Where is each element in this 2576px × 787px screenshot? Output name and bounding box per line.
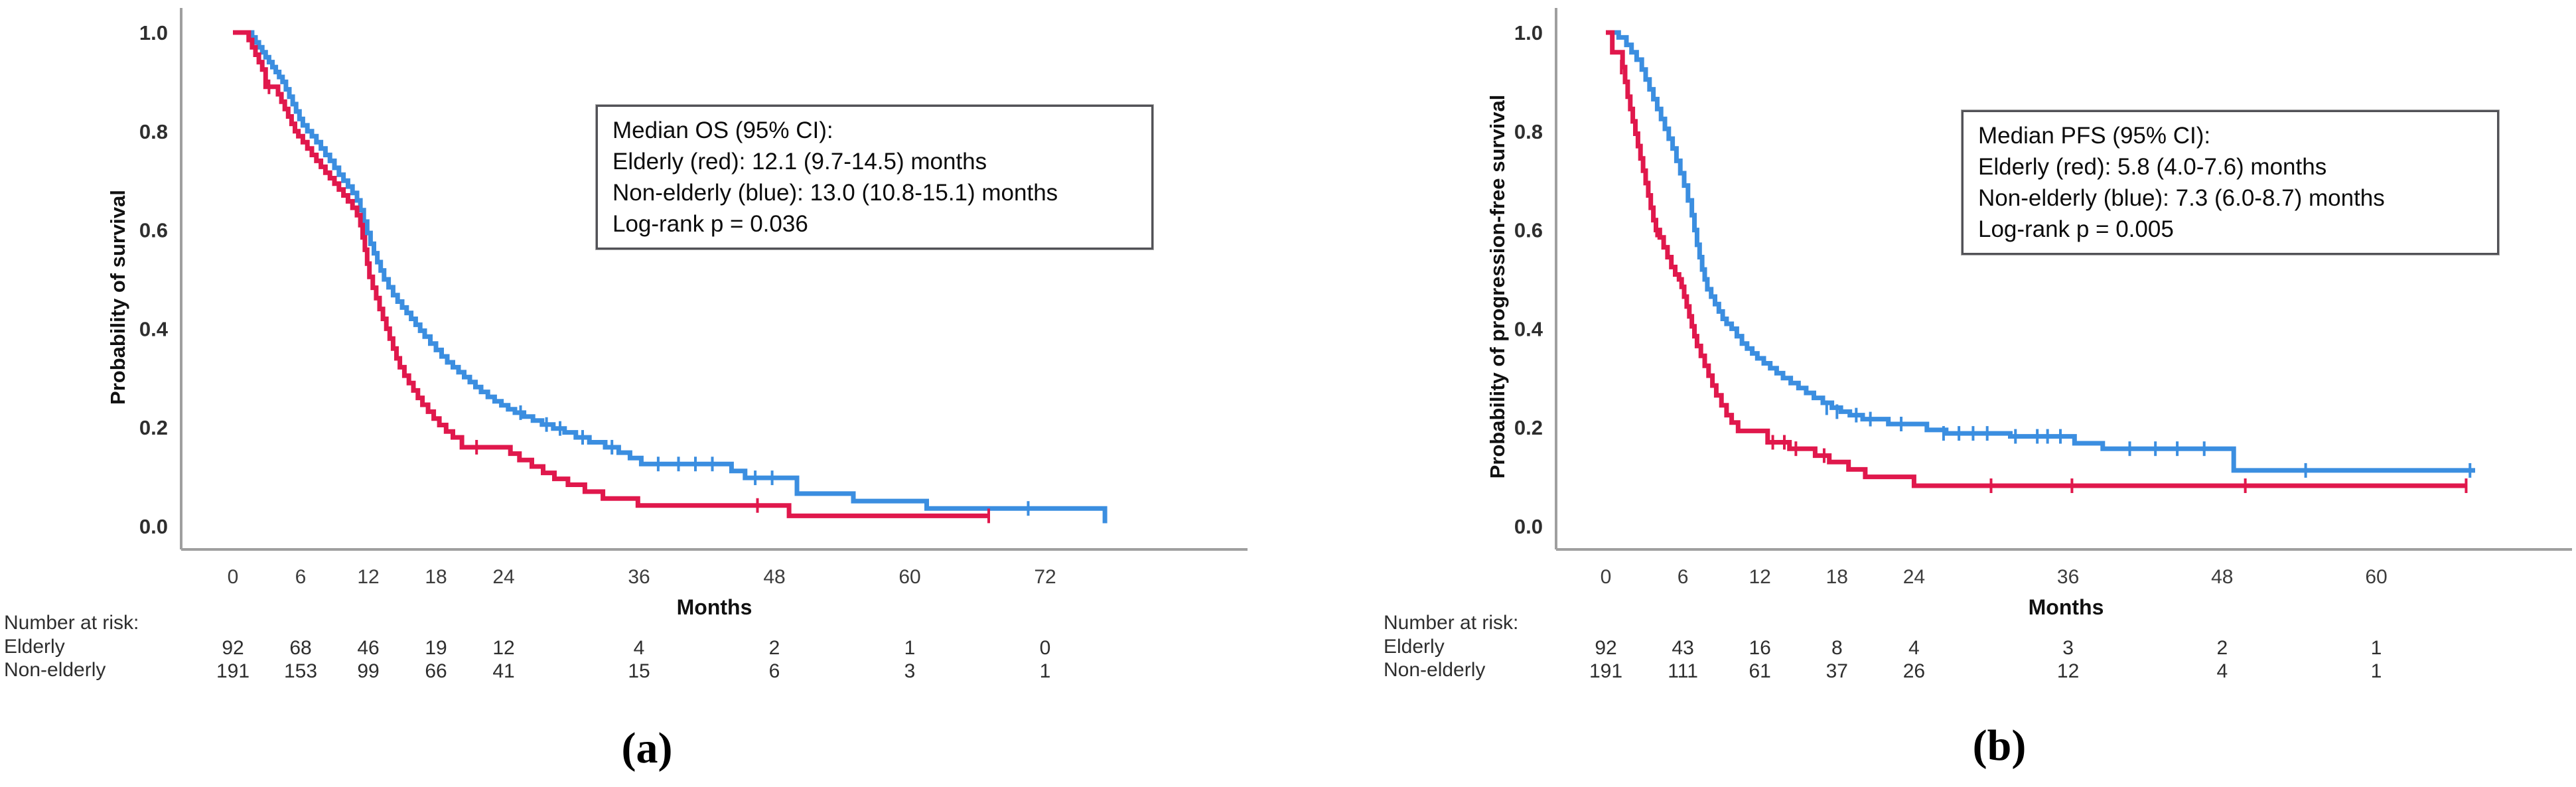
annotation-box-pfs: Median PFS (95% CI): Elderly (red): 5.8 … xyxy=(1961,109,2500,255)
panel-label-b: (b) xyxy=(1972,721,2027,770)
annotation-box-os: Median OS (95% CI): Elderly (red): 12.1 … xyxy=(595,104,1154,250)
number-at-risk-value: 41 xyxy=(492,660,514,682)
x-tick-label: 24 xyxy=(1903,566,1925,588)
number-at-risk-value: 2 xyxy=(2216,637,2228,659)
number-at-risk-value: 46 xyxy=(357,637,379,659)
x-tick-label: 48 xyxy=(2211,566,2233,588)
y-tick-label: 0.4 xyxy=(1514,317,1543,340)
number-at-risk-value: 12 xyxy=(492,637,514,659)
number-at-risk-value: 1 xyxy=(1040,660,1051,682)
x-tick-label: 72 xyxy=(1034,566,1056,588)
x-tick-label: 6 xyxy=(1678,566,1689,588)
annotation-line: Elderly (red): 5.8 (4.0-7.6) months xyxy=(1978,154,2327,180)
number-at-risk-value: 19 xyxy=(425,637,447,659)
x-tick-label: 12 xyxy=(357,566,379,588)
number-at-risk-value: 1 xyxy=(2371,637,2382,659)
y-tick-label: 0.8 xyxy=(139,120,168,143)
number-at-risk-value: 111 xyxy=(1668,660,1698,682)
y-tick-label: 0.0 xyxy=(1514,515,1543,538)
x-tick-label: 36 xyxy=(2057,566,2079,588)
km-curve-non-elderly xyxy=(1606,30,2475,473)
x-tick-label: 24 xyxy=(492,566,514,588)
km-curve-elderly xyxy=(233,30,989,518)
number-at-risk-value: 15 xyxy=(628,660,650,682)
number-at-risk-value: 66 xyxy=(425,660,447,682)
annotation-line: Elderly (red): 12.1 (9.7-14.5) months xyxy=(612,149,987,175)
y-axis-title-os: Probability of survival xyxy=(106,190,129,405)
number-at-risk-value: 191 xyxy=(1589,660,1622,682)
panel-label-a: (a) xyxy=(621,724,673,772)
y-tick-label: 0.0 xyxy=(139,515,168,538)
number-at-risk-value: 92 xyxy=(1595,637,1616,659)
y-tick-label: 0.2 xyxy=(1514,416,1543,439)
y-tick-label: 0.6 xyxy=(139,219,168,242)
number-at-risk-value: 12 xyxy=(2057,660,2079,682)
number-at-risk-value: 2 xyxy=(769,637,780,659)
risk-row-label-elderly-b: Elderly xyxy=(1384,636,1445,658)
x-tick-label: 60 xyxy=(2365,566,2387,588)
annotation-line: Log-rank p = 0.005 xyxy=(1978,216,2174,242)
x-tick-label: 36 xyxy=(628,566,650,588)
km-curve-elderly xyxy=(1606,30,2467,488)
risk-row-label-non-elderly-a: Non-elderly xyxy=(4,659,106,681)
y-tick-label: 0.6 xyxy=(1514,219,1543,242)
x-tick-label: 0 xyxy=(228,566,239,588)
number-at-risk-value: 1 xyxy=(2371,660,2382,682)
number-at-risk-value: 8 xyxy=(1831,637,1843,659)
annotation-line: Non-elderly (blue): 13.0 (10.8-15.1) mon… xyxy=(612,180,1058,206)
number-at-risk-value: 3 xyxy=(2062,637,2074,659)
y-tick-label: 1.0 xyxy=(1514,21,1543,44)
number-at-risk-value: 43 xyxy=(1672,637,1693,659)
number-at-risk-value: 68 xyxy=(289,637,311,659)
annotation-line: Median PFS (95% CI): xyxy=(1978,123,2211,149)
number-at-risk-value: 61 xyxy=(1749,660,1771,682)
annotation-line: Non-elderly (blue): 7.3 (6.0-8.7) months xyxy=(1978,185,2385,211)
y-tick-label: 0.2 xyxy=(139,416,168,439)
risk-row-label-elderly-a: Elderly xyxy=(4,636,65,658)
risk-row-label-non-elderly-b: Non-elderly xyxy=(1384,659,1486,681)
y-axis-title-pfs: Probability of progression-free survival xyxy=(1486,94,1509,479)
x-tick-label: 0 xyxy=(1601,566,1612,588)
number-at-risk-value: 6 xyxy=(769,660,780,682)
number-at-risk-value: 4 xyxy=(2216,660,2228,682)
number-at-risk-value: 99 xyxy=(357,660,379,682)
number-at-risk-value: 0 xyxy=(1040,637,1051,659)
x-tick-label: 48 xyxy=(763,566,785,588)
number-at-risk-value: 3 xyxy=(904,660,916,682)
number-at-risk-value: 191 xyxy=(216,660,250,682)
x-axis-title-months-b: Months xyxy=(2028,595,2104,619)
number-at-risk-label-b: Number at risk: xyxy=(1384,612,1519,634)
km-curve-non-elderly xyxy=(233,30,1108,524)
number-at-risk-value: 4 xyxy=(1908,637,1920,659)
number-at-risk-value: 4 xyxy=(634,637,645,659)
number-at-risk-value: 153 xyxy=(284,660,317,682)
number-at-risk-label-a: Number at risk: xyxy=(4,612,139,634)
y-tick-label: 1.0 xyxy=(139,21,168,44)
annotation-line: Median OS (95% CI): xyxy=(612,117,833,143)
x-tick-label: 6 xyxy=(295,566,307,588)
x-axis-title-months-a: Months xyxy=(676,595,752,619)
x-tick-label: 18 xyxy=(425,566,447,588)
annotation-line: Log-rank p = 0.036 xyxy=(612,211,808,237)
number-at-risk-value: 26 xyxy=(1903,660,1925,682)
number-at-risk-value: 16 xyxy=(1749,637,1771,659)
x-tick-label: 18 xyxy=(1826,566,1848,588)
number-at-risk-value: 1 xyxy=(904,637,916,659)
number-at-risk-value: 37 xyxy=(1826,660,1848,682)
y-tick-label: 0.4 xyxy=(139,317,169,340)
y-tick-label: 0.8 xyxy=(1514,120,1543,143)
number-at-risk-value: 92 xyxy=(222,637,244,659)
x-tick-label: 12 xyxy=(1749,566,1771,588)
x-tick-label: 60 xyxy=(898,566,920,588)
